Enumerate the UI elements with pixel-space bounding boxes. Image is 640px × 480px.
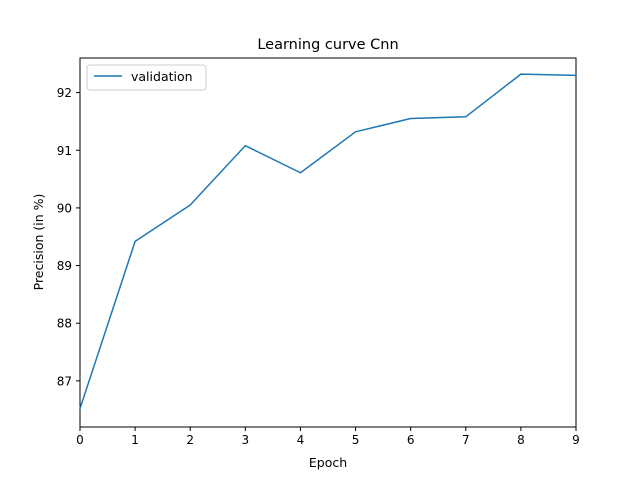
series-layer (79, 73, 577, 410)
x-tick-label: 4 (297, 433, 305, 447)
y-tick-label: 87 (57, 374, 72, 388)
y-tick-label: 91 (57, 144, 72, 158)
x-axis-ticks: 0 1 2 3 4 5 6 7 8 9 (76, 427, 580, 447)
x-axis-label: Epoch (309, 455, 347, 470)
legend: validation (86, 64, 207, 91)
y-tick-label: 89 (57, 259, 72, 273)
x-tick-label: 0 (76, 433, 84, 447)
x-tick-label: 7 (462, 433, 470, 447)
plot-frame (79, 57, 577, 428)
chart-title: Learning curve Cnn (257, 37, 398, 53)
y-axis-label: Precision (in %) (31, 194, 46, 291)
y-axis-ticks: 87 88 89 90 91 92 (57, 86, 80, 388)
y-tick-label: 88 (57, 317, 72, 331)
x-tick-label: 3 (242, 433, 250, 447)
legend-box (86, 64, 207, 91)
x-tick-label: 8 (517, 433, 525, 447)
x-tick-label: 5 (352, 433, 360, 447)
x-tick-label: 2 (186, 433, 194, 447)
y-tick-label: 92 (57, 86, 72, 100)
x-tick-label: 1 (131, 433, 139, 447)
series-line-validation (79, 73, 577, 410)
x-tick-label: 9 (572, 433, 580, 447)
legend-label-validation: validation (131, 69, 193, 84)
y-tick-label: 90 (57, 201, 72, 215)
x-tick-label: 6 (407, 433, 415, 447)
